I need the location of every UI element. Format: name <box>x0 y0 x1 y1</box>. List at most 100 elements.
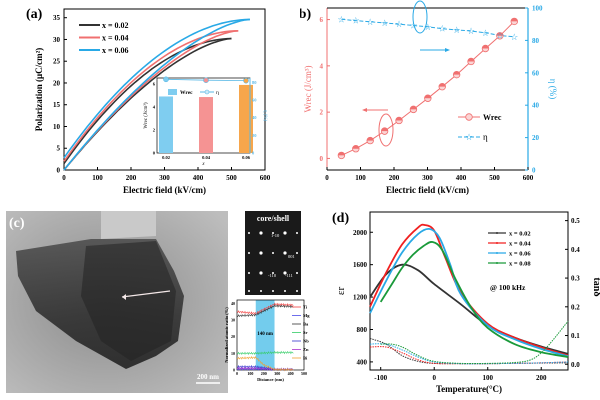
legend-label: Nb <box>303 339 309 344</box>
diffraction-spot <box>283 271 287 275</box>
x-tick-label: 0 <box>432 374 436 382</box>
y-tick-label: 800 <box>357 326 368 334</box>
eta-annotation-ellipse <box>412 0 428 34</box>
diffraction-spot <box>248 290 250 292</box>
legend-marker <box>496 232 498 234</box>
y-tick-label: 5 <box>57 145 61 153</box>
y2-tick-label: 40 <box>532 102 540 110</box>
x-tick-label: 100 <box>92 174 103 182</box>
y-tick-label: 2 <box>320 109 324 117</box>
legend-label: x = 0.02 <box>509 231 531 238</box>
diffraction-spot <box>260 290 262 292</box>
diffraction-spot <box>296 232 298 234</box>
eta-point: ☆ <box>467 26 475 36</box>
y2-tick-label: 0.4 <box>571 246 580 254</box>
wrec-line <box>341 21 515 156</box>
inset-y-tick-label: 6 <box>153 81 156 86</box>
saed-index: 1-10 <box>271 233 280 238</box>
diffraction-spot <box>296 252 298 254</box>
y-tick-label: 1600 <box>353 261 368 269</box>
legend-label: x = 0.02 <box>102 21 129 30</box>
er-curve-006 <box>369 227 569 358</box>
wrec-annotation-arrowhead <box>362 108 367 112</box>
x-axis-label: Distance (nm) <box>257 377 284 382</box>
y-tick-label: 4 <box>320 62 324 70</box>
plot-frame <box>236 299 305 371</box>
wrec-point-half <box>381 127 388 132</box>
inset-x-axis-label: x <box>201 162 205 167</box>
wrec-point-half <box>366 137 374 141</box>
x-tick-label: 0 <box>236 371 238 376</box>
y-tick-label: 30 <box>53 36 61 44</box>
panel-label-b: (b) <box>300 7 311 22</box>
tem-grain-top <box>101 211 156 239</box>
inset-eta-point <box>203 77 209 84</box>
eta-annotation-arrowhead <box>445 48 450 52</box>
inset-legend-label-eta: η <box>216 90 219 96</box>
wrec-annotation-ellipse <box>378 113 394 147</box>
inset-y-tick-label: 4 <box>153 104 156 109</box>
diffraction-spot <box>259 231 263 235</box>
panel-c-tem: 200 nm (c) core/shell 1-10 001 -110 -111 140… <box>0 200 330 400</box>
eta-point: ☆ <box>409 20 417 30</box>
y-tick-label: 15 <box>53 101 61 109</box>
eta-point: ☆ <box>510 32 518 42</box>
panel-b-energy-storage: (b)01002003004005006000246020406080100El… <box>300 0 558 195</box>
legend-label: x = 0.08 <box>509 261 531 268</box>
legend-label: Mg <box>303 313 310 318</box>
y-tick-label: 20 <box>53 79 61 87</box>
x-tick-label: 600 <box>260 174 271 182</box>
diffraction-spot <box>248 252 250 254</box>
inset-y-axis-label: Wrec (J/cm³) <box>143 102 149 128</box>
profile-sr <box>236 350 294 356</box>
wrec-point-half <box>496 32 504 36</box>
eta-point: ☆ <box>481 28 489 38</box>
inset-legend-swatch-wrec <box>168 89 177 95</box>
x-tick-label: 400 <box>193 174 204 182</box>
line-scan-arrow <box>121 290 171 298</box>
y-axis-label: Wrec (J/cm³) <box>303 65 313 112</box>
wrec-point-half <box>338 152 345 156</box>
eta-point: ☆ <box>424 22 432 32</box>
y2-axis-label: η (%) <box>548 79 558 99</box>
eta-point: ☆ <box>438 24 446 34</box>
wrec-point-half <box>424 94 432 99</box>
diffraction-spot <box>248 232 250 234</box>
legend-label-eta: η <box>483 132 488 142</box>
y2-tick-label: 60 <box>532 69 540 77</box>
legend-marker <box>496 262 498 264</box>
diffraction-spot <box>248 272 250 274</box>
diffraction-spot <box>259 251 263 255</box>
inset-y2-axis-label: η (%) <box>262 110 267 122</box>
saed-pattern: core/shell 1-10 001 -110 -111 <box>245 211 301 295</box>
frequency-annotation: @ 100 kHz <box>490 283 526 292</box>
y-tick-label: 400 <box>357 358 368 366</box>
y-tick-label: 2000 <box>353 229 368 237</box>
eta-line <box>341 18 515 38</box>
x-tick-label: 400 <box>288 371 294 376</box>
y-tick-label: 35 <box>53 14 61 22</box>
legend-label: Zn <box>303 347 309 352</box>
legend-marker <box>496 242 498 244</box>
saed-title: core/shell <box>257 214 290 223</box>
legend-label: Bi <box>303 356 308 361</box>
inset-y2-tick-label: 0 <box>252 151 255 156</box>
inset-y2-tick-label: 20 <box>252 133 257 138</box>
y2-tick-label: 100 <box>532 5 543 13</box>
inset-x-tick-label: 0.06 <box>242 155 251 160</box>
x-tick-label: 200 <box>261 371 267 376</box>
y-tick-label: 0 <box>57 167 61 175</box>
legend-label: x = 0.04 <box>509 241 531 248</box>
x-tick-label: 300 <box>159 174 170 182</box>
er-curve-002 <box>369 263 569 355</box>
diffraction-spot <box>296 272 298 274</box>
y-tick-label: 30 <box>231 318 235 323</box>
x-tick-label: 500 <box>301 371 307 376</box>
inset-bar <box>199 97 213 153</box>
wrec-point-half <box>453 71 460 75</box>
diffraction-spot <box>284 290 286 292</box>
legend-label-wrec: Wrec <box>483 113 502 122</box>
profile-ba <box>236 304 294 318</box>
y2-axis-label: tanδ <box>591 277 600 296</box>
diffraction-spot <box>283 251 287 255</box>
